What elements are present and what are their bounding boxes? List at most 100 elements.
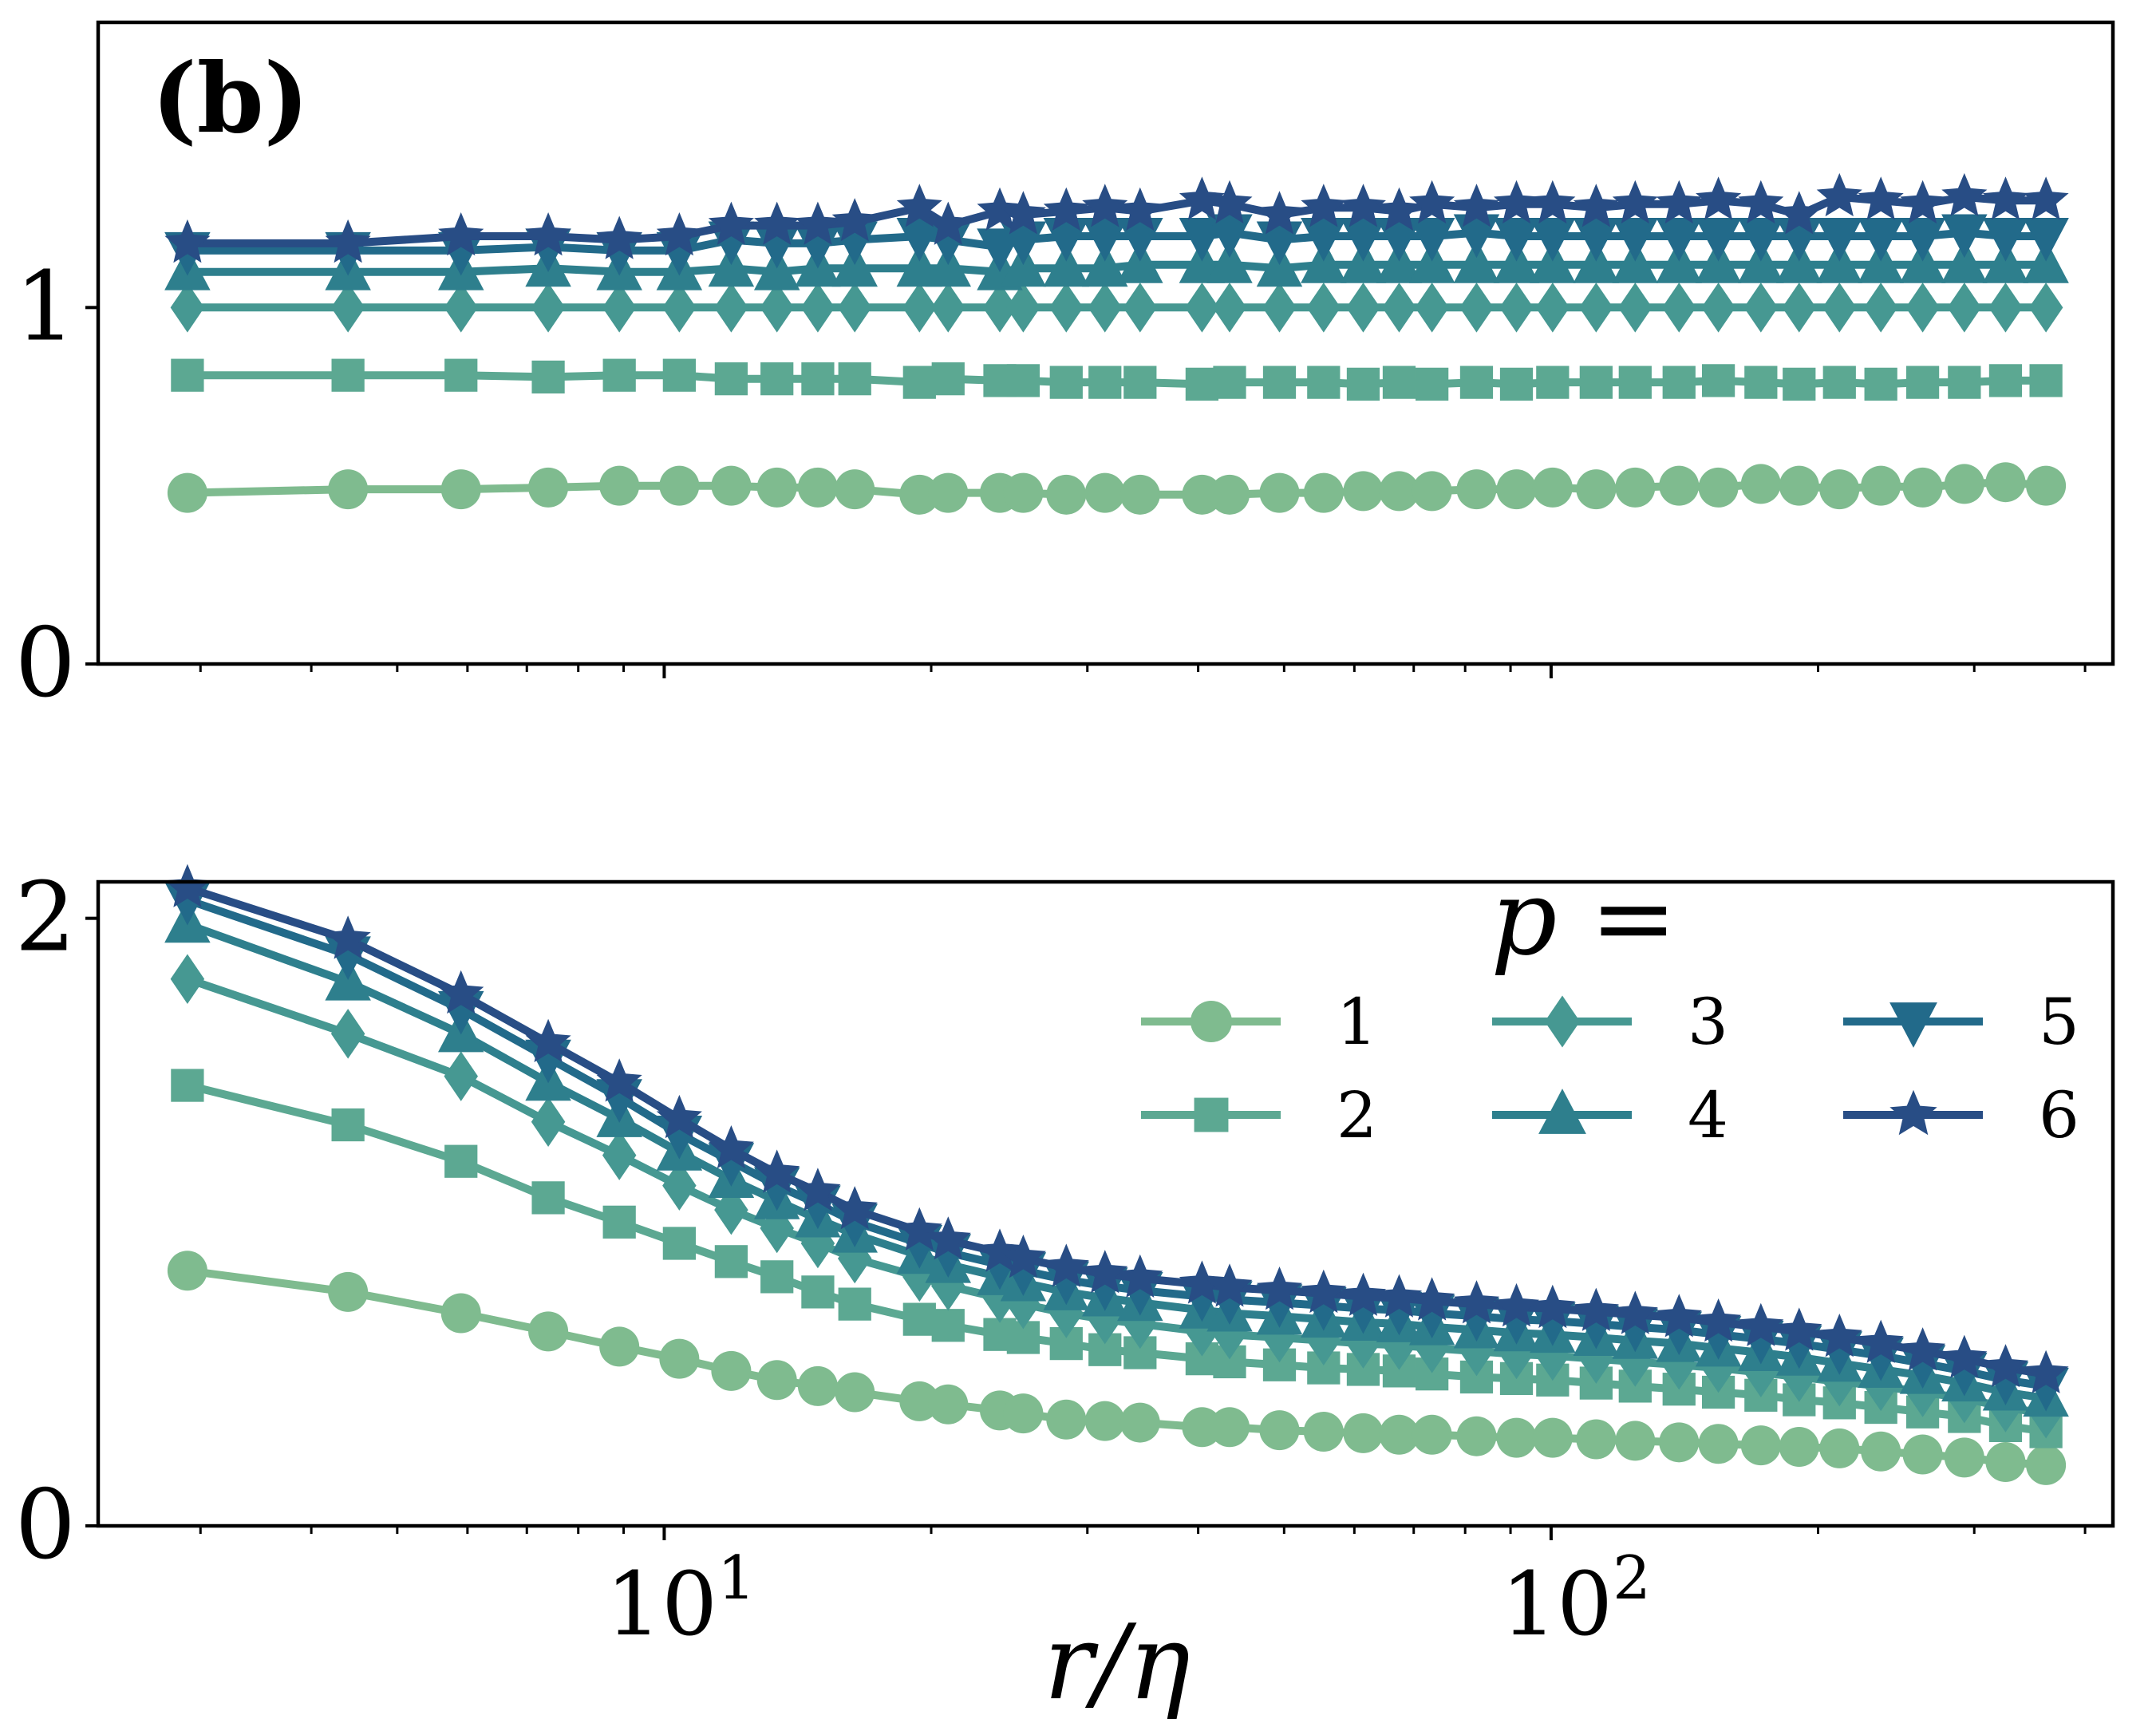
series-2 [171, 1069, 2063, 1448]
legend-entry-5: 5 [1843, 985, 2079, 1059]
data-point [1182, 1407, 1222, 1448]
data-point [440, 469, 481, 510]
data-point [602, 358, 636, 392]
data-point [1049, 366, 1083, 399]
data-point [1123, 283, 1158, 333]
data-point [1535, 283, 1570, 333]
data-point [1343, 471, 1384, 512]
data-point [2023, 1367, 2069, 1412]
x-tick-exp: 2 [1613, 1543, 1651, 1613]
data-point [440, 1293, 481, 1334]
data-point [1861, 465, 1901, 506]
data-point [925, 201, 971, 245]
data-point [1530, 1284, 1576, 1329]
data-point [1179, 1260, 1225, 1304]
data-point [795, 201, 841, 245]
data-point [711, 1350, 752, 1391]
data-point [899, 1381, 940, 1421]
data-point [531, 360, 565, 394]
data-point [1303, 472, 1344, 513]
data-point [1082, 184, 1128, 227]
data-point [1046, 474, 1087, 515]
data-point [760, 283, 794, 333]
data-point [531, 283, 566, 333]
y-tick-label: 0 [15, 608, 76, 719]
data-point [1656, 218, 1703, 262]
data-point [1536, 366, 1570, 399]
data-point [331, 358, 365, 392]
legend-label: 3 [1688, 985, 1728, 1059]
panel-bottom: 02 [15, 863, 2115, 1581]
data-point [1340, 184, 1386, 227]
data-point [1119, 474, 1160, 515]
data-point [925, 1216, 971, 1260]
data-point [525, 1018, 571, 1062]
data-point [1612, 180, 1658, 224]
x-tick-base: 10 [606, 1553, 717, 1655]
x-tick-label-10-1: 101 [606, 1543, 756, 1655]
data-point [1701, 364, 1735, 397]
data-point [528, 467, 569, 508]
data-point [656, 1094, 702, 1139]
data-point [928, 1384, 969, 1425]
data-point [708, 221, 755, 266]
legend-label: 6 [2039, 1078, 2079, 1152]
data-point [1456, 1416, 1497, 1456]
data-point [1117, 1254, 1163, 1298]
data-point [1779, 1427, 1819, 1468]
data-point [1698, 1424, 1739, 1464]
legend-label: 5 [2039, 985, 2079, 1059]
data-point [1819, 469, 1860, 510]
data-point [438, 970, 484, 1014]
data-point [1822, 283, 1857, 333]
data-point [328, 469, 369, 510]
data-point [171, 1069, 204, 1102]
data-point [1985, 462, 2026, 503]
data-point [1782, 283, 1817, 333]
data-point [599, 1326, 640, 1367]
data-point [1084, 472, 1125, 513]
data-point [1982, 218, 2029, 262]
data-point [1382, 283, 1416, 333]
data-point [1088, 366, 1122, 399]
data-point [1003, 472, 1044, 513]
data-point [831, 1186, 878, 1230]
data-point [1988, 364, 2023, 397]
data-point [1776, 191, 1822, 235]
x-tick-label-10-2: 102 [1501, 1543, 1651, 1655]
x-ticks [199, 664, 2087, 678]
data-point [602, 283, 637, 333]
data-point [444, 358, 478, 392]
data-point [1209, 474, 1250, 515]
data-point [164, 863, 211, 907]
data-point [170, 954, 205, 1005]
data-point [1206, 239, 1253, 283]
data-point [656, 212, 702, 256]
y-tick-label: 0 [15, 1470, 76, 1581]
data-point [1779, 465, 1819, 506]
data-point [838, 1287, 871, 1321]
data-point [1988, 283, 2023, 333]
data-point [1493, 218, 1540, 262]
data-point [797, 1365, 838, 1406]
data-point [1532, 1417, 1573, 1458]
data-point [1043, 243, 1090, 287]
data-point [1783, 367, 1816, 401]
data-point [1905, 283, 1940, 333]
panel-top: 01 [15, 20, 2115, 719]
data-point [1615, 467, 1656, 508]
data-point [1262, 366, 1297, 399]
data-point [596, 1058, 642, 1102]
data-point [1816, 172, 1862, 217]
data-point [800, 283, 835, 333]
data-point [977, 1228, 1023, 1272]
axes-frame [96, 20, 2115, 666]
data-point [1579, 283, 1613, 333]
data-point [1179, 218, 1226, 262]
data-point [1303, 1411, 1344, 1452]
data-point [1340, 1272, 1386, 1316]
data-point [1416, 367, 1449, 401]
data-point [1119, 1402, 1160, 1443]
data-point [1259, 1410, 1300, 1451]
